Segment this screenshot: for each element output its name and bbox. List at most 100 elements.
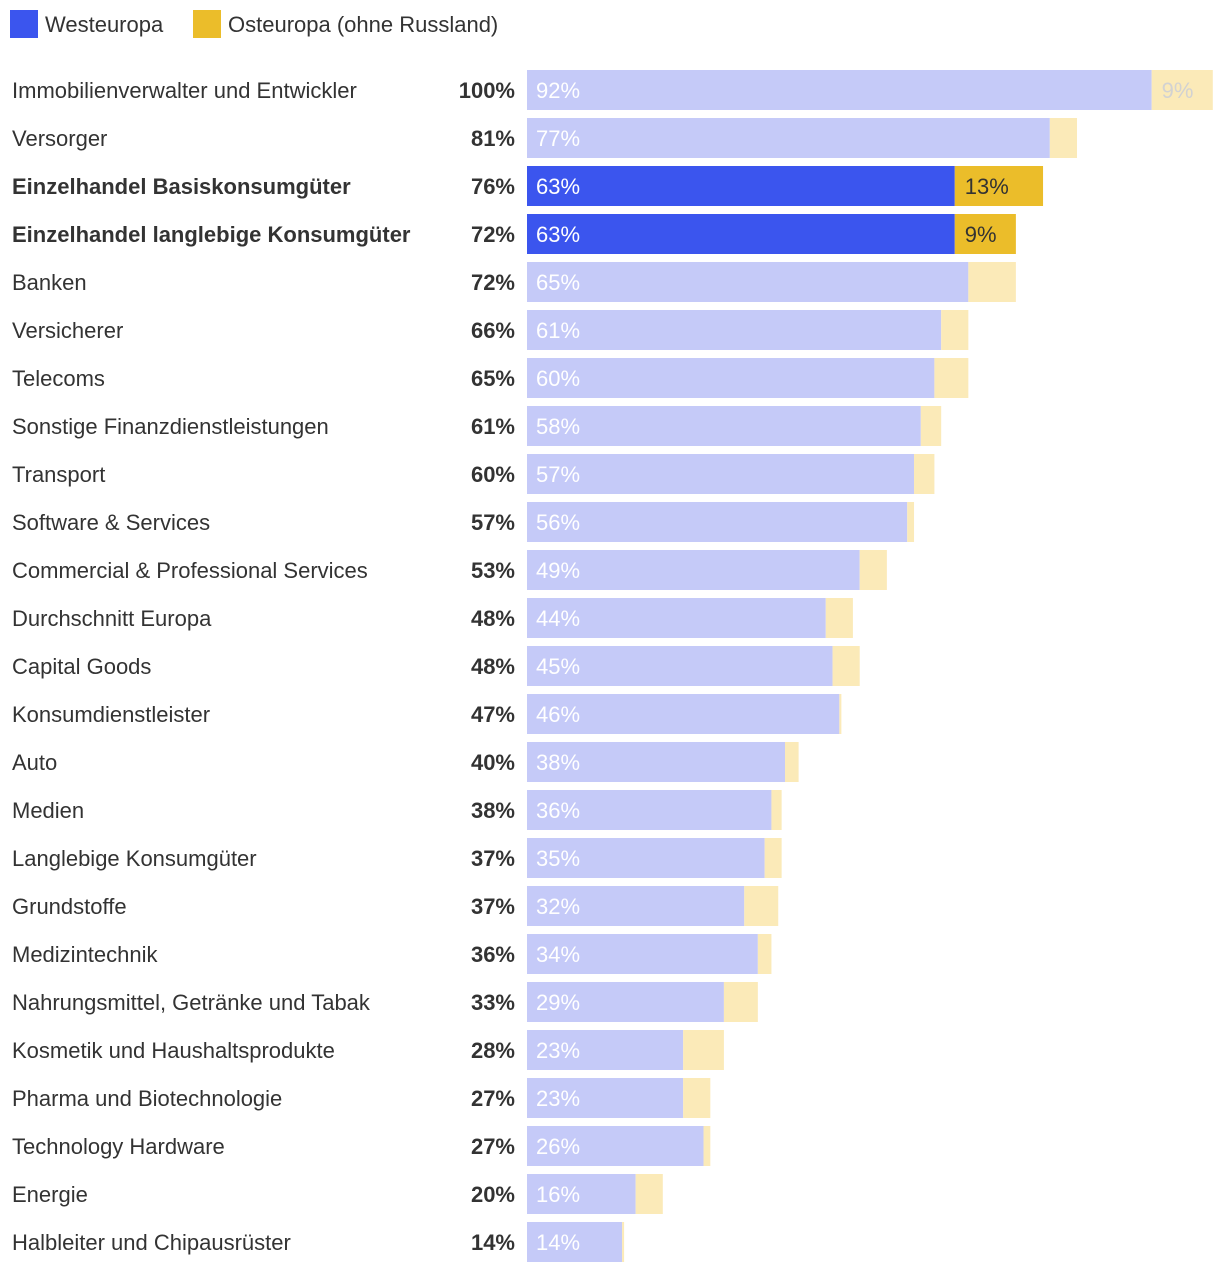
east-value-label: 9% [965, 222, 997, 247]
total-label: 27% [471, 1086, 515, 1111]
bar-segment-osteuropa [703, 1126, 711, 1166]
legend-swatch-westeuropa [10, 10, 38, 38]
total-label: 72% [471, 270, 515, 295]
category-label: Sonstige Finanzdienstleistungen [12, 414, 329, 439]
bar-row-capital-goods: Capital Goods 48% 45% [12, 646, 860, 686]
total-label: 66% [471, 318, 515, 343]
bar-segment-westeuropa [527, 358, 935, 398]
total-label: 27% [471, 1134, 515, 1159]
bar-row-langlebige-konsumg-ter: Langlebige Konsumgüter 37% 35% [12, 838, 782, 878]
bar-row-auto: Auto 40% 38% [12, 742, 799, 782]
bar-segment-osteuropa [859, 550, 887, 590]
bar-segment-westeuropa [527, 598, 826, 638]
west-value-label: 57% [536, 462, 580, 487]
total-label: 76% [471, 174, 515, 199]
total-label: 37% [471, 894, 515, 919]
bar-row-medizintechnik: Medizintechnik 36% 34% [12, 934, 772, 974]
bar-segment-osteuropa [683, 1078, 711, 1118]
bar-segment-westeuropa [527, 934, 758, 974]
west-value-label: 49% [536, 558, 580, 583]
category-label: Kosmetik und Haushaltsprodukte [12, 1038, 335, 1063]
bar-segment-westeuropa [527, 838, 765, 878]
west-value-label: 60% [536, 366, 580, 391]
west-value-label: 23% [536, 1086, 580, 1111]
total-label: 53% [471, 558, 515, 583]
bar-row-banken: Banken 72% 65% [12, 262, 1016, 302]
legend-label-osteuropa: Osteuropa (ohne Russland) [228, 12, 498, 37]
category-label: Commercial & Professional Services [12, 558, 368, 583]
west-value-label: 29% [536, 990, 580, 1015]
category-label: Einzelhandel langlebige Konsumgüter [12, 222, 411, 247]
category-label: Pharma und Biotechnologie [12, 1086, 282, 1111]
legend: Westeuropa Osteuropa (ohne Russland) [10, 10, 498, 38]
category-label: Auto [12, 750, 57, 775]
bar-segment-osteuropa [968, 262, 1016, 302]
category-label: Energie [12, 1182, 88, 1207]
bar-segment-westeuropa [527, 1174, 636, 1214]
category-label: Telecoms [12, 366, 105, 391]
category-label: Langlebige Konsumgüter [12, 846, 257, 871]
west-value-label: 61% [536, 318, 580, 343]
bar-segment-westeuropa [527, 262, 969, 302]
bar-row-sonstige-finanzdienstleistungen: Sonstige Finanzdienstleistungen 61% 58% [12, 406, 942, 446]
bar-row-konsumdienstleister: Konsumdienstleister 47% 46% [12, 694, 842, 734]
category-label: Grundstoffe [12, 894, 127, 919]
category-label: Banken [12, 270, 87, 295]
bar-segment-osteuropa [635, 1174, 663, 1214]
bar-segment-osteuropa [934, 358, 969, 398]
west-value-label: 36% [536, 798, 580, 823]
bar-row-technology-hardware: Technology Hardware 27% 26% [12, 1126, 711, 1166]
total-label: 100% [459, 78, 515, 103]
bar-segment-osteuropa [941, 310, 969, 350]
total-label: 20% [471, 1182, 515, 1207]
bar-segment-osteuropa [764, 838, 782, 878]
bar-row-versorger: Versorger 81% 77% [12, 118, 1077, 158]
category-label: Konsumdienstleister [12, 702, 210, 727]
total-label: 61% [471, 414, 515, 439]
west-value-label: 16% [536, 1182, 580, 1207]
category-label: Versicherer [12, 318, 123, 343]
bar-segment-westeuropa [527, 214, 955, 254]
west-value-label: 23% [536, 1038, 580, 1063]
bar-segment-westeuropa [527, 1078, 684, 1118]
west-value-label: 58% [536, 414, 580, 439]
west-value-label: 45% [536, 654, 580, 679]
bar-segment-osteuropa [1049, 118, 1077, 158]
bar-segment-westeuropa [527, 502, 908, 542]
legend-label-westeuropa: Westeuropa [45, 12, 164, 37]
total-label: 14% [471, 1230, 515, 1255]
west-value-label: 38% [536, 750, 580, 775]
west-value-label: 63% [536, 222, 580, 247]
bar-segment-osteuropa [832, 646, 860, 686]
west-value-label: 32% [536, 894, 580, 919]
bar-segment-osteuropa [785, 742, 799, 782]
bar-segment-osteuropa [744, 886, 779, 926]
category-label: Medien [12, 798, 84, 823]
total-label: 57% [471, 510, 515, 535]
west-value-label: 35% [536, 846, 580, 871]
category-label: Medizintechnik [12, 942, 159, 967]
bar-segment-osteuropa [622, 1222, 625, 1262]
total-label: 48% [471, 606, 515, 631]
west-value-label: 63% [536, 174, 580, 199]
bar-segment-westeuropa [527, 310, 942, 350]
bar-row-kosmetik-und-haushaltsprodukte: Kosmetik und Haushaltsprodukte 28% 23% [12, 1030, 724, 1070]
bar-rows: Immobilienverwalter und Entwickler 100% 92… [12, 70, 1213, 1262]
bar-row-pharma-und-biotechnologie: Pharma und Biotechnologie 27% 23% [12, 1078, 711, 1118]
bar-row-halbleiter-und-chipausr-ster: Halbleiter und Chipausrüster 14% 14% [12, 1222, 625, 1262]
bar-segment-osteuropa [954, 214, 1016, 254]
category-label: Transport [12, 462, 105, 487]
bar-segment-westeuropa [527, 742, 786, 782]
bar-segment-westeuropa [527, 790, 772, 830]
category-label: Durchschnitt Europa [12, 606, 212, 631]
total-label: 47% [471, 702, 515, 727]
bar-segment-osteuropa [1151, 70, 1213, 110]
total-label: 40% [471, 750, 515, 775]
bar-segment-westeuropa [527, 1126, 704, 1166]
total-label: 65% [471, 366, 515, 391]
bar-row-medien: Medien 38% 36% [12, 790, 782, 830]
category-label: Halbleiter und Chipausrüster [12, 1230, 291, 1255]
bar-segment-osteuropa [839, 694, 842, 734]
bar-row-einzelhandel-basiskonsumg-ter: Einzelhandel Basiskonsumgüter 76% 63% 13% [12, 166, 1044, 206]
bar-row-transport: Transport 60% 57% [12, 454, 935, 494]
